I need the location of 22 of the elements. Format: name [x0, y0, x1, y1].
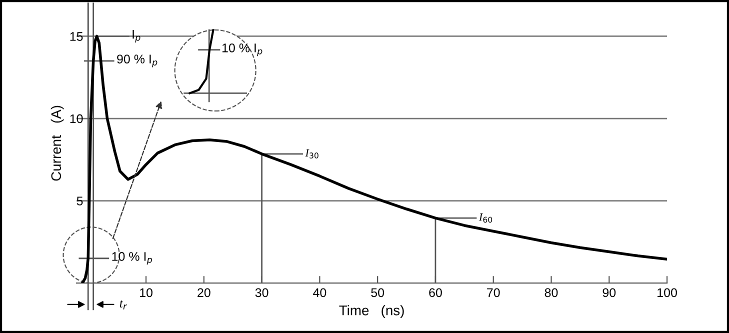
x-tick-label: 60 [429, 288, 442, 298]
y-tick-label: 5 [76, 196, 83, 206]
ref-line-label: I$_{60}$ [478, 213, 492, 223]
text: t$_{r}$ [120, 300, 128, 310]
x-tick-label: 30 [255, 288, 268, 298]
ref-line-label: I$_{30}$ [305, 149, 318, 158]
y-axis-title: Current (A) [50, 106, 64, 181]
x-tick-label: 80 [544, 288, 558, 298]
x-tick-label: 20 [198, 288, 210, 298]
annotation: 10 % I$_{p}$ [222, 43, 262, 56]
annotation: 10 % I$_{p}$ [112, 252, 152, 265]
x-tick-label: 10 [140, 288, 152, 298]
annotation: I$_{p}$ [132, 30, 140, 42]
x-tick-label: 70 [487, 288, 500, 298]
annotation: 90 % I$_{p}$ [117, 54, 158, 68]
x-tick-label: 50 [371, 288, 384, 298]
x-axis-title: Time (ns) [339, 305, 404, 318]
y-tick-label: 15 [70, 32, 83, 41]
x-tick-label: 90 [602, 288, 616, 298]
y-tick-label: 10 [70, 114, 83, 124]
x-tick-label: 40 [313, 288, 326, 298]
x-tick-label: 100 [658, 288, 677, 298]
